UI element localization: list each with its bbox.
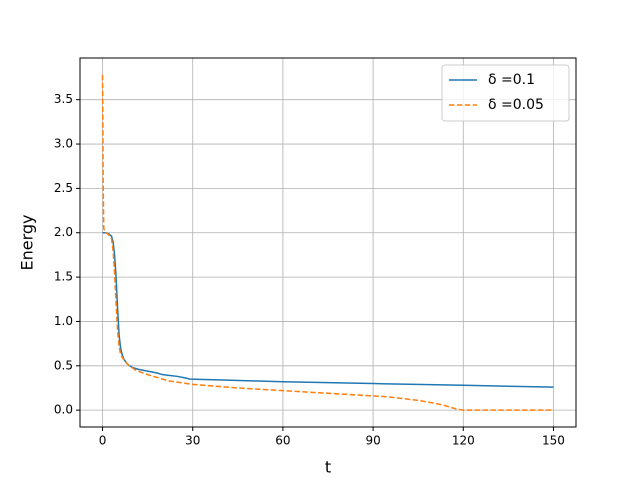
x-tick-label: 0 bbox=[99, 434, 107, 448]
x-tick-label: 150 bbox=[542, 434, 565, 448]
y-tick-label: 2.0 bbox=[54, 225, 73, 239]
y-tick-label: 0.5 bbox=[54, 358, 73, 372]
y-tick-label: 3.0 bbox=[54, 137, 73, 151]
y-tick-label: 1.5 bbox=[54, 270, 73, 284]
x-tick-label: 60 bbox=[275, 434, 290, 448]
legend: δ =0.1 δ =0.05 bbox=[441, 64, 570, 122]
x-tick-label: 90 bbox=[365, 434, 380, 448]
legend-label: δ =0.05 bbox=[488, 97, 544, 113]
y-tick-label: 2.5 bbox=[54, 181, 73, 195]
x-tick-label: 30 bbox=[185, 434, 200, 448]
x-axis-label: t bbox=[325, 458, 331, 477]
series-line bbox=[101, 74, 554, 411]
y-tick-label: 3.5 bbox=[54, 92, 73, 106]
lines bbox=[101, 74, 554, 411]
plot-frame bbox=[79, 57, 577, 428]
grid bbox=[80, 58, 576, 427]
legend-label: δ =0.1 bbox=[488, 72, 535, 88]
ticks: 0 30 60 90 120 150 0.0 0.5 1.0 1.5 2.0 2.5 3.0 3.5 bbox=[54, 92, 565, 447]
x-tick-label: 120 bbox=[452, 434, 475, 448]
y-tick-label: 1.0 bbox=[54, 314, 73, 328]
legend-box bbox=[441, 64, 570, 122]
y-tick-label: 0.0 bbox=[54, 403, 73, 417]
y-axis-label: Energy bbox=[18, 214, 37, 270]
